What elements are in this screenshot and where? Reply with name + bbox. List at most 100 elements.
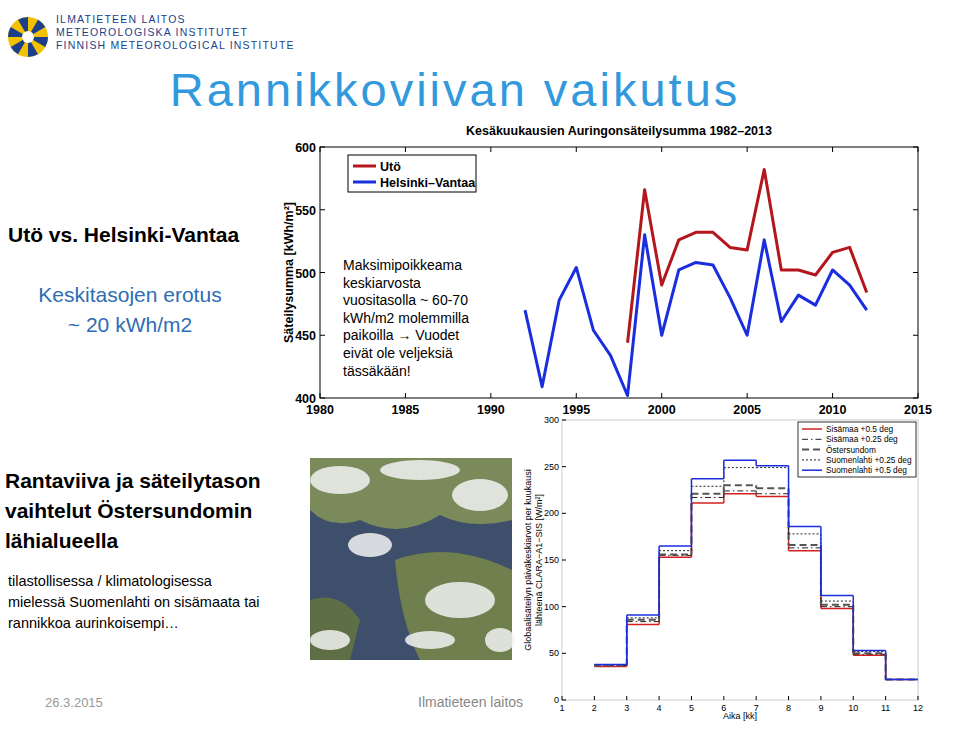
step xyxy=(627,619,659,621)
x-tick-label: 1985 xyxy=(392,403,420,417)
sat-cloud xyxy=(425,582,495,618)
y-tick xyxy=(562,606,566,607)
step xyxy=(659,555,691,556)
y-tick xyxy=(562,700,566,701)
y-tick xyxy=(562,560,566,561)
step xyxy=(659,556,691,558)
legend: Sisämaa +0.5 degSisämaa +0.25 degÖstersu… xyxy=(798,422,916,477)
x-tick xyxy=(723,696,724,700)
step xyxy=(691,493,723,495)
y-tick-label: 550 xyxy=(295,204,316,218)
x-tick-label: 1995 xyxy=(562,403,590,417)
y-tick-label: 400 xyxy=(295,392,316,406)
step xyxy=(691,486,723,487)
step xyxy=(724,484,756,486)
annotation: paikoilla → Vuodet xyxy=(343,327,459,343)
x-tick-label: 2005 xyxy=(733,403,761,417)
step xyxy=(659,553,691,555)
sat-cloud xyxy=(452,479,508,511)
x-tick-label: 10 xyxy=(848,703,858,713)
x-tick xyxy=(853,696,854,700)
x-tick-label: 7 xyxy=(754,703,759,713)
slide-title: Rannikkoviivan vaikutus xyxy=(170,63,741,116)
x-tick-label: 2000 xyxy=(648,403,676,417)
y-tick xyxy=(320,398,918,399)
legend-line xyxy=(802,449,822,451)
y-tick-label: 300 xyxy=(544,415,559,425)
step xyxy=(821,608,853,610)
step xyxy=(691,478,723,480)
x-tick-label: 2010 xyxy=(819,403,847,417)
plot-frame xyxy=(320,147,918,398)
sat-cloud xyxy=(310,466,370,494)
x-tick xyxy=(661,147,662,398)
logo: ILMATIETEEN LAITOSMETEOROLOGISKA INSTITU… xyxy=(8,13,295,57)
y-tick xyxy=(562,466,566,467)
chart-1: Kesäkuukausien Auringonsäteilysumma 1982… xyxy=(282,124,932,417)
step xyxy=(789,550,821,552)
y-tick xyxy=(320,147,918,148)
logo-center xyxy=(22,31,34,43)
step xyxy=(853,651,885,652)
step xyxy=(821,601,853,602)
x-tick xyxy=(820,696,821,700)
step-riser xyxy=(723,460,725,479)
legend-box xyxy=(348,155,476,192)
step xyxy=(627,624,659,626)
y-tick xyxy=(562,420,566,421)
legend-label: Helsinki–Vantaa xyxy=(380,176,476,190)
step-riser xyxy=(755,460,757,466)
sat-land xyxy=(310,458,512,529)
x-tick-label: 3 xyxy=(624,703,629,713)
legend-line xyxy=(353,165,376,168)
axis-label: Säteilysumma [kWh/m²] xyxy=(282,202,296,343)
step xyxy=(886,679,918,680)
series-group xyxy=(525,170,867,396)
step xyxy=(756,465,788,467)
legend-box xyxy=(798,422,916,477)
step xyxy=(659,550,691,551)
y-tick xyxy=(562,653,566,654)
annotation: vuositasolla ~ 60-70 xyxy=(343,292,468,308)
heading: lähialueella xyxy=(5,529,119,552)
step xyxy=(789,526,821,528)
step-riser xyxy=(691,479,693,546)
step-riser xyxy=(658,546,660,615)
heading: Rantaviiva ja säteilytason xyxy=(5,469,261,492)
step-riser xyxy=(820,526,822,595)
step xyxy=(627,621,659,622)
y-tick xyxy=(320,209,918,210)
x-tick xyxy=(788,696,789,700)
chart-2: Globaalisäteilyn päiväkeskiarvot per kuu… xyxy=(523,415,923,721)
legend-label: Suomenlahti +0.5 deg xyxy=(826,465,907,475)
x-tick-label: 1990 xyxy=(477,403,505,417)
slide: ILMATIETEEN LAITOSMETEOROLOGISKA INSTITU… xyxy=(0,0,960,735)
footer-date: 26.3.2015 xyxy=(45,695,103,710)
step xyxy=(724,467,756,468)
logo-text: METEOROLOGISKA INSTITUTET xyxy=(56,26,248,38)
step xyxy=(853,650,885,652)
note: ~ 20 kWh/m2 xyxy=(68,313,192,336)
sat-cloud xyxy=(310,630,350,650)
step xyxy=(789,544,821,546)
step xyxy=(724,490,756,491)
x-tick xyxy=(756,696,757,700)
axis-label: lähteenä CLARA−A1−SIS [W/m²] xyxy=(534,494,544,626)
x-tick-label: 5 xyxy=(689,703,694,713)
series-line xyxy=(525,235,867,396)
legend-label: Sisämaa +0.25 deg xyxy=(826,434,898,444)
x-tick-label: 11 xyxy=(881,703,890,713)
step xyxy=(724,459,756,461)
step-riser xyxy=(885,651,887,680)
legend-line xyxy=(353,181,376,184)
y-tick-label: 250 xyxy=(544,462,559,472)
y-tick-label: 600 xyxy=(295,141,316,155)
step xyxy=(821,604,853,606)
step xyxy=(756,493,788,494)
annotation: keskiarvosta xyxy=(343,275,421,291)
sat-land xyxy=(310,598,360,661)
step xyxy=(691,497,723,498)
y-tick-label: 0 xyxy=(554,695,559,705)
heading: Utö vs. Helsinki-Vantaa xyxy=(8,223,239,246)
axis-label: Aika [kk] xyxy=(723,711,757,721)
